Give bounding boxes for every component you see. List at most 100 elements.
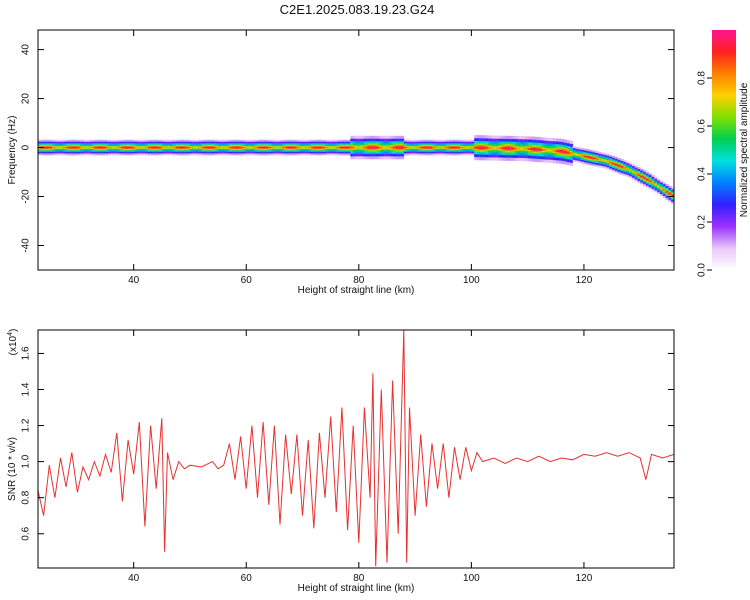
heatmap-cell <box>254 146 258 149</box>
heatmap-cell <box>288 146 292 149</box>
heatmap-cell <box>229 146 233 149</box>
heatmap-cell <box>358 146 363 149</box>
heatmap-cell <box>552 149 557 152</box>
snr-frame <box>37 329 675 569</box>
heatmap-cell <box>544 149 548 152</box>
snr-scale-label: (x104) <box>7 329 19 356</box>
heatmap-cell <box>46 146 50 149</box>
heatmap-cell <box>271 146 275 149</box>
colorbar-label: Normalized spectral amplitude <box>739 82 750 217</box>
heatmap-cell <box>226 146 230 149</box>
heatmap-cell <box>187 146 191 149</box>
colorbar: 0.0 0.2 0.4 0.6 0.8 Normalized spectral ampl… <box>697 30 750 277</box>
heatmap-cell <box>606 160 610 163</box>
heatmap-cell <box>429 146 433 149</box>
heatmap-cell <box>274 146 278 149</box>
heatmap-cell <box>375 146 379 149</box>
heatmap-cell <box>249 146 253 149</box>
spectrogram-axes: 40 60 80 100 120 -40 -20 0 20 40 <box>21 30 674 286</box>
spectrogram-x-tick-label: 80 <box>353 275 365 286</box>
heatmap-cell <box>665 191 669 193</box>
snr-x-tick-label: 40 <box>128 573 140 584</box>
heatmap-cell <box>291 146 295 149</box>
snr-y-tick-label: 1.6 <box>21 346 32 360</box>
heatmap-cell <box>119 146 123 149</box>
heatmap-cell <box>631 171 636 173</box>
heatmap-cell <box>108 146 112 149</box>
heatmap-cell <box>111 146 115 149</box>
heatmap-cell <box>52 146 56 149</box>
heatmap-cell <box>386 146 391 149</box>
heatmap-cell <box>434 146 439 149</box>
colorbar-gradient <box>712 30 736 270</box>
heatmap-cell <box>339 146 343 149</box>
snr-scale-base: (x10 <box>8 335 19 355</box>
heatmap-cell <box>88 146 92 149</box>
heatmap-cell <box>623 167 627 169</box>
heatmap-cell <box>496 147 500 150</box>
heatmap-cell <box>105 146 109 149</box>
heatmap-cell <box>263 146 267 149</box>
heatmap-cell <box>595 158 599 160</box>
heatmap-cell <box>493 146 498 150</box>
spectrogram-x-tick-label: 120 <box>576 275 593 286</box>
heatmap-cell <box>170 146 174 149</box>
heatmap-cell <box>671 194 675 197</box>
heatmap-cell <box>150 146 154 149</box>
snr-x-tick-label: 100 <box>463 573 480 584</box>
heatmap-cell <box>294 146 298 149</box>
heatmap-cell <box>409 146 413 149</box>
heatmap-cell <box>598 158 602 161</box>
snr-x-tick-label: 120 <box>576 573 593 584</box>
heatmap-cell <box>308 146 312 149</box>
heatmap-cell <box>161 146 166 149</box>
heatmap-cell <box>54 146 59 149</box>
heatmap-cell <box>240 146 244 149</box>
heatmap-cell <box>415 146 419 149</box>
heatmap-cell <box>268 146 272 149</box>
heatmap-cell <box>592 157 596 159</box>
heatmap-cell <box>175 146 180 149</box>
snr-y-tick-label: 1.2 <box>21 418 32 432</box>
heatmap-cell <box>43 146 47 149</box>
heatmap-cell <box>356 146 360 149</box>
heatmap-cell <box>454 146 458 149</box>
heatmap-cell <box>412 146 416 149</box>
heatmap-cell <box>344 146 348 149</box>
heatmap-cell <box>645 178 650 181</box>
heatmap-cell <box>530 147 534 151</box>
heatmap-cell <box>522 147 526 150</box>
heatmap-cell <box>462 146 467 149</box>
snr-scale-exponent: 4 <box>7 332 14 336</box>
heatmap-cell <box>167 146 171 149</box>
snr-y-tick-label: 0.6 <box>21 526 32 540</box>
heatmap-cell <box>370 146 374 149</box>
heatmap-cell <box>364 146 368 149</box>
heatmap-cell <box>614 164 619 166</box>
heatmap-cell <box>479 146 484 149</box>
heatmap-cell <box>381 146 385 149</box>
heatmap-cell <box>524 147 529 150</box>
spectrogram-y-axis-label: Frequency (Hz) <box>7 116 18 185</box>
heatmap-cell <box>482 146 486 149</box>
spectrogram-y-tick-label: 20 <box>21 93 32 105</box>
spectrogram-x-tick-label: 100 <box>463 275 480 286</box>
figure-title: C2E1.2025.083.19.23.G24 <box>280 2 435 17</box>
heatmap-cell <box>640 175 644 178</box>
heatmap-cell <box>66 146 70 149</box>
heatmap-cell <box>499 147 503 150</box>
heatmap-cell <box>657 185 661 188</box>
heatmap-cell <box>578 154 582 156</box>
heatmap-cell <box>237 146 242 149</box>
heatmap-cell <box>586 156 590 158</box>
heatmap-cell <box>474 146 478 149</box>
heatmap-cell <box>471 146 475 149</box>
heatmap-cell <box>60 146 64 149</box>
heatmap-cell <box>401 146 405 149</box>
heatmap-cell <box>443 146 447 149</box>
heatmap-cell <box>49 146 53 149</box>
snr-y-tick-label: 1.0 <box>21 454 32 468</box>
colorbar-tick-label: 0.8 <box>697 71 708 85</box>
heatmap-cell <box>201 146 205 149</box>
